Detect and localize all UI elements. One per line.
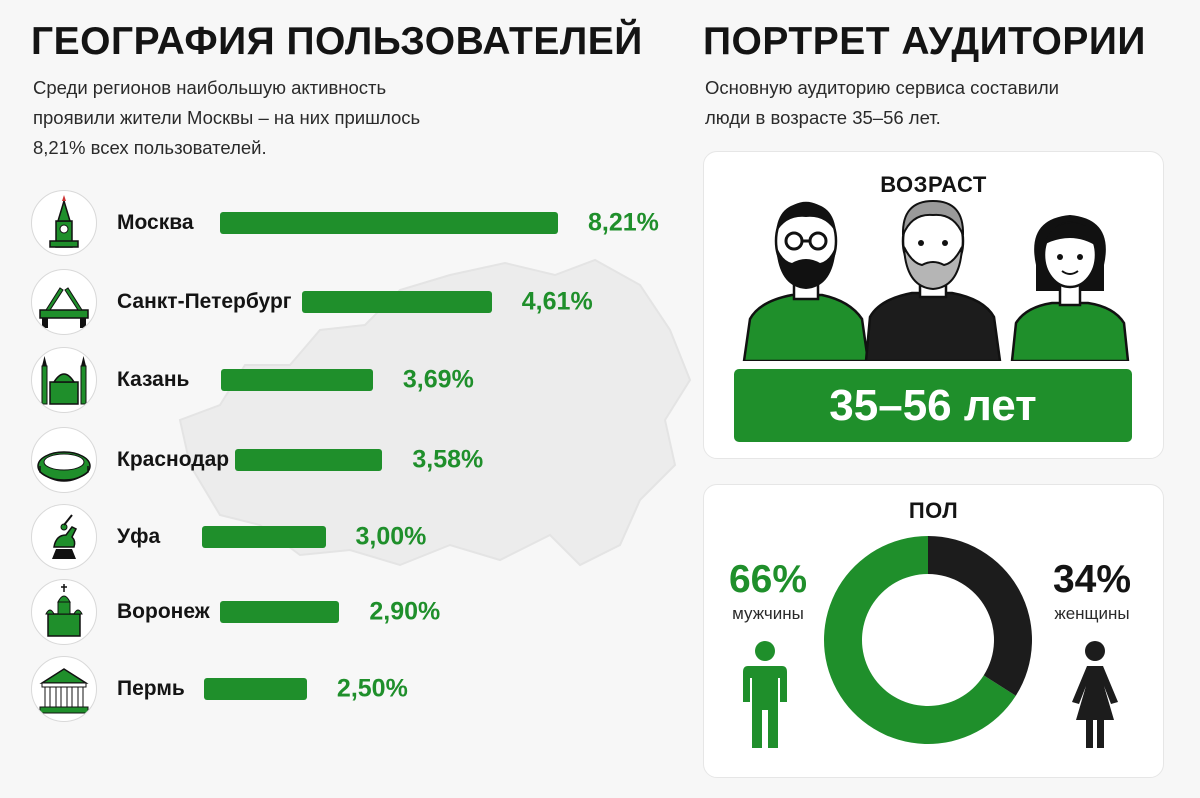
city-percent-label: 3,58%: [412, 445, 484, 474]
russia-map-background: [178, 258, 692, 567]
audience-description: Основную аудиторию сервиса составили люд…: [705, 77, 1060, 128]
city-percent-label: 3,00%: [355, 522, 427, 551]
theatre-icon: [31, 656, 97, 722]
age-range-value: 35–56 лет: [734, 369, 1132, 442]
geo-description: Среди регионов наибольшую активность про…: [33, 77, 421, 158]
horseman-monument-icon: [31, 504, 97, 570]
city-bar: [204, 678, 307, 700]
city-percent-label: 2,50%: [336, 674, 408, 703]
city-bar: [221, 369, 373, 391]
male-percent: 66%: [728, 558, 808, 601]
city-percent-label: 8,21%: [588, 208, 659, 237]
woman-icon: [1010, 215, 1130, 361]
city-name: Пермь: [117, 677, 185, 700]
city-name: Казань: [117, 368, 190, 391]
city-bar: [235, 449, 383, 471]
drawbridge-icon: [31, 269, 97, 335]
female-figure-icon: [1072, 641, 1118, 748]
donut-slice-male: [824, 536, 1016, 744]
female-label: женщины: [1054, 604, 1130, 623]
city-bar: [202, 526, 326, 548]
age-people-illustration: [742, 199, 1130, 361]
city-bar: [220, 212, 558, 234]
city-name: Воронеж: [117, 600, 210, 623]
city-name: Москва: [117, 211, 194, 234]
cathedral-icon: [31, 579, 97, 645]
city-bar: [302, 291, 492, 313]
female-percent: 34%: [1052, 558, 1132, 601]
geo-title: ГЕОГРАФИЯ ПОЛЬЗОВАТЕЛЕЙ: [31, 20, 643, 63]
age-card-title: ВОЗРАСТ: [880, 172, 987, 197]
audience-title: ПОРТРЕТ АУДИТОРИИ: [703, 20, 1146, 63]
bearded-man-icon: [742, 201, 870, 361]
male-figure-icon: [743, 641, 787, 748]
mosque-icon: [31, 347, 97, 413]
city-name: Санкт-Петербург: [117, 290, 292, 313]
male-label: мужчины: [732, 604, 804, 623]
city-percent-label: 2,90%: [369, 597, 441, 626]
kremlin-tower-icon: [31, 190, 97, 256]
gender-donut-chart: [824, 536, 1032, 744]
city-name: Краснодар: [117, 448, 230, 471]
city-percent-label: 4,61%: [521, 287, 593, 316]
grey-haired-man-icon: [864, 199, 1002, 361]
donut-slice-female: [928, 536, 1032, 696]
city-name: Уфа: [117, 525, 161, 548]
gender-card-title: ПОЛ: [908, 498, 959, 523]
stadium-icon: [31, 427, 97, 493]
city-bar: [220, 601, 340, 623]
city-percent-label: 3,69%: [402, 365, 474, 394]
